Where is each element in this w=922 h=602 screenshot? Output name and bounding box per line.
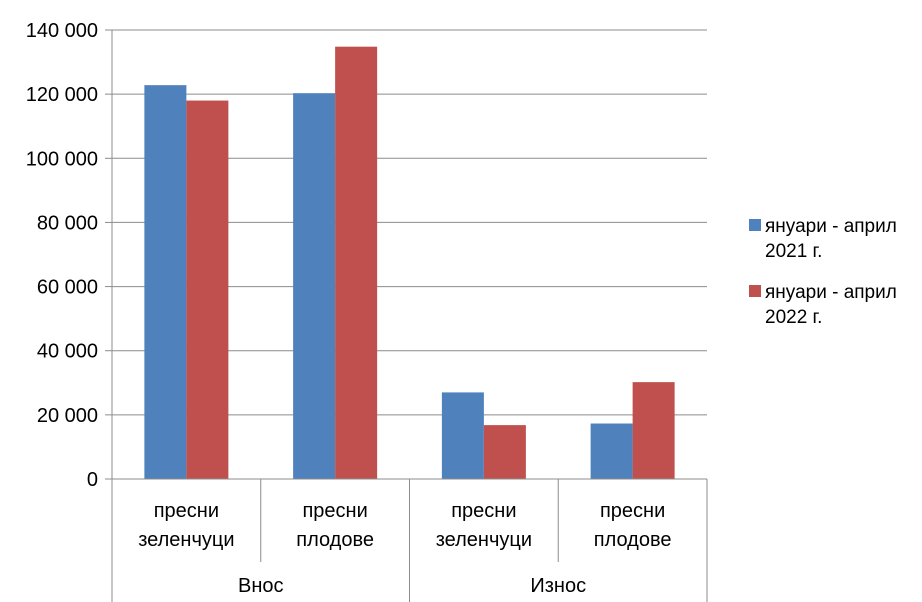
legend-swatch — [749, 285, 761, 297]
category-label-line1: пресни — [451, 500, 516, 522]
y-tick-label: 120 000 — [26, 84, 98, 106]
bar — [632, 382, 675, 479]
y-axis-tick-labels: 0 20 000 40 000 60 000 80 000 100 000 120 000 1… — [26, 20, 98, 491]
group-label: Износ — [530, 575, 586, 597]
legend-label-line1: януари - април — [765, 216, 897, 237]
bar — [590, 423, 633, 479]
legend-label-line2: 2021 г. — [765, 241, 822, 262]
bar — [441, 392, 484, 479]
category-label-line1: пресни — [600, 500, 665, 522]
y-tick-label: 0 — [87, 469, 98, 491]
bar — [186, 100, 229, 480]
axes — [111, 30, 708, 602]
y-tick-label: 80 000 — [37, 212, 98, 234]
y-tick-label: 60 000 — [37, 277, 98, 299]
category-label-line1: пресни — [302, 500, 367, 522]
category-label-line2: зеленчуци — [138, 529, 234, 551]
group-label: Внос — [238, 575, 284, 597]
y-tick-label: 100 000 — [26, 148, 98, 170]
bar — [335, 46, 378, 479]
category-label-line2: зеленчуци — [436, 529, 532, 551]
legend-label-line1: януари - април — [765, 282, 897, 303]
category-label-line1: пресни — [154, 500, 219, 522]
y-tick-label: 40 000 — [37, 341, 98, 363]
category-labels: пресни зеленчуци пресни плодове пресни зеленч… — [138, 500, 671, 597]
bars — [144, 46, 675, 480]
category-label-line2: плодове — [594, 529, 672, 551]
legend-label-line2: 2022 г. — [765, 307, 822, 328]
y-tick-label: 20 000 — [37, 405, 98, 427]
y-tick-label: 140 000 — [26, 20, 98, 42]
bar — [293, 93, 336, 479]
legend: януари - април 2021 г. януари - април 2022 … — [749, 216, 897, 328]
bar — [144, 85, 187, 480]
category-label-line2: плодове — [296, 529, 374, 551]
bar — [483, 425, 526, 479]
legend-swatch — [749, 219, 761, 231]
